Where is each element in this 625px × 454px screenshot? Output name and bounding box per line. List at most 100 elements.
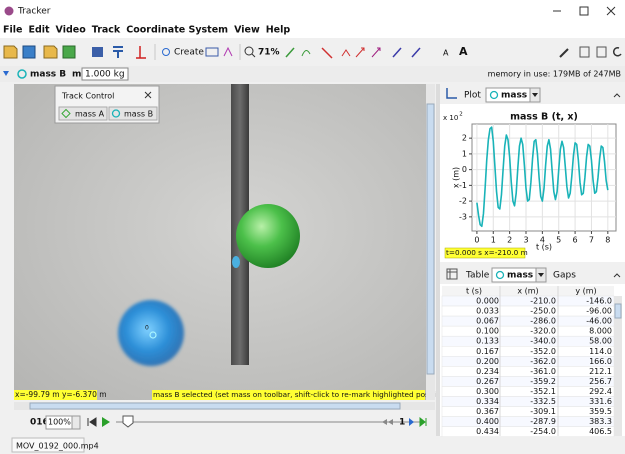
table-cell: 0.000: [476, 297, 499, 306]
track-button[interactable]: [108, 106, 158, 121]
create-button[interactable]: Create: [174, 48, 204, 58]
table-button[interactable]: [205, 47, 219, 57]
font-smaller-button[interactable]: A: [443, 49, 449, 58]
vector-button[interactable]: [341, 49, 351, 57]
table-cell: -96.00: [586, 307, 612, 316]
track-name[interactable]: mass B: [30, 70, 66, 80]
mark-button[interactable]: [321, 47, 333, 59]
import-button[interactable]: [43, 45, 58, 59]
refresh-button[interactable]: [596, 46, 607, 58]
y-tick-label: 2: [462, 134, 467, 143]
collapse-button[interactable]: [613, 273, 621, 278]
rate-value[interactable]: 100%: [48, 418, 71, 427]
track-bar: [0, 66, 625, 82]
track-menu-arrow[interactable]: [3, 71, 9, 76]
plot-track[interactable]: mass B: [501, 91, 537, 101]
video-hscroll-thumb[interactable]: [29, 402, 401, 410]
clip-settings-button[interactable]: [92, 47, 103, 57]
collapse-button[interactable]: [613, 93, 621, 98]
x-tick-label: 0: [474, 236, 479, 245]
menu-item[interactable]: Track: [92, 25, 121, 36]
table-cell: -46.00: [586, 317, 612, 326]
step-back-button[interactable]: [382, 419, 393, 425]
toolbar: [0, 40, 625, 64]
notes-button[interactable]: [579, 46, 590, 58]
path-button[interactable]: [301, 50, 311, 57]
file-tab[interactable]: [11, 437, 85, 453]
zoom-button[interactable]: 71%: [258, 48, 280, 58]
dropdown-arrow: [532, 93, 538, 97]
rate-spinner[interactable]: [71, 415, 81, 430]
window-title: Tracker: [17, 7, 51, 17]
plot-readout: t=0.000 s x=-210.0 m: [446, 248, 528, 257]
close-button[interactable]: [606, 6, 616, 16]
video-frame: [14, 84, 426, 400]
file-name[interactable]: MOV_0192_000.mp4: [16, 442, 99, 451]
x-tick-label: 4: [540, 236, 545, 245]
track-button[interactable]: [58, 106, 108, 121]
menu-item[interactable]: View: [234, 25, 260, 36]
track-label[interactable]: mass B: [124, 110, 153, 119]
table-track[interactable]: mass B: [507, 271, 543, 281]
menu-item[interactable]: Coordinate System: [126, 25, 228, 36]
slider-knob[interactable]: [122, 415, 134, 428]
table-vscroll-thumb[interactable]: [614, 303, 622, 319]
menu-item[interactable]: Video: [56, 25, 87, 36]
draw-button[interactable]: [559, 48, 569, 58]
video-vscroll-thumb[interactable]: [426, 103, 435, 375]
dropdown-arrow: [538, 273, 544, 277]
table-vscroll[interactable]: [614, 296, 622, 436]
column-header[interactable]: y (m): [575, 287, 596, 296]
y-tick-label: -2: [459, 197, 467, 206]
trail-button[interactable]: [285, 47, 295, 58]
maximize-button[interactable]: [579, 6, 589, 16]
zoom-icon: [251, 53, 256, 58]
table-cell: -332.5: [530, 397, 556, 406]
menu-item[interactable]: Edit: [28, 25, 50, 36]
track-label[interactable]: mass A: [75, 110, 105, 119]
velocity-button[interactable]: [355, 47, 365, 58]
mass-b-icon: [111, 109, 121, 118]
vector-stamp-button[interactable]: [411, 47, 421, 58]
column-header[interactable]: x (m): [517, 287, 538, 296]
track-marker[interactable]: [149, 331, 157, 339]
track-icon: [17, 69, 27, 79]
x-tick-label: 6: [573, 236, 578, 245]
split-divider[interactable]: [436, 84, 440, 436]
y-tick-label: 0: [462, 165, 467, 174]
menu-item[interactable]: File: [3, 25, 22, 36]
column-header[interactable]: t (s): [466, 287, 482, 296]
readout-box: [444, 247, 526, 259]
open-button[interactable]: [3, 45, 18, 59]
menu-item[interactable]: Help: [266, 25, 291, 36]
table-cell: 0.200: [476, 357, 499, 366]
step-end-button[interactable]: [419, 416, 427, 428]
coords-box: [14, 390, 97, 400]
data-line: [476, 126, 609, 228]
step-forward-button[interactable]: [409, 418, 414, 426]
table-cell: -361.0: [530, 367, 556, 376]
reset-button[interactable]: [87, 417, 97, 427]
axes-button[interactable]: [113, 46, 123, 58]
gaps-button[interactable]: Gaps: [553, 271, 576, 281]
plot-icon: [446, 88, 457, 99]
y-tick-label: 1: [462, 149, 467, 158]
export-button[interactable]: [62, 45, 76, 59]
accel-button[interactable]: [371, 47, 381, 58]
vector-sum-button[interactable]: [392, 47, 402, 58]
title-bar: [0, 0, 625, 22]
save-button[interactable]: [22, 45, 36, 59]
font-larger-button[interactable]: A: [459, 45, 468, 58]
mass-value[interactable]: 1.000 kg: [85, 70, 125, 80]
tape-button[interactable]: [136, 46, 146, 59]
step-size[interactable]: 1: [399, 418, 405, 428]
mass-field[interactable]: [81, 67, 129, 81]
table-cell: -352.0: [530, 347, 556, 356]
play-button[interactable]: [102, 417, 110, 427]
plot-button[interactable]: [223, 46, 233, 57]
column-header-row: [442, 286, 614, 296]
table-cell: 292.4: [589, 387, 612, 396]
reload-button[interactable]: [612, 47, 622, 57]
track-control-close[interactable]: [144, 91, 152, 99]
table-cell: 0.267: [476, 377, 499, 386]
